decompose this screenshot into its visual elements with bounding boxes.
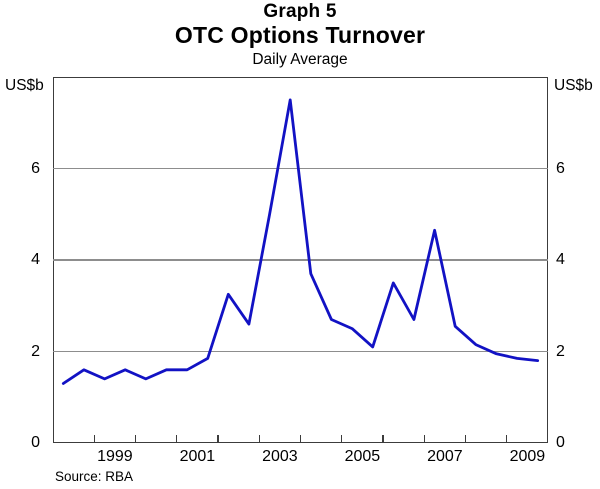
x-axis-tick (464, 434, 467, 442)
y-axis-tick-label-right: 0 (556, 434, 565, 451)
y-gridline (53, 167, 548, 170)
turnover-line (61, 98, 540, 385)
y-axis-tick-label-left: 2 (31, 342, 40, 360)
y-axis-unit-right: US$b (554, 77, 593, 94)
y-axis-tick-label-left: 4 (31, 251, 40, 268)
x-axis-year-label: 2007 (427, 448, 463, 465)
y-axis-tick-label-right: 6 (556, 159, 565, 177)
y-gridline (53, 259, 548, 261)
x-axis-tick (299, 434, 302, 442)
x-axis-tick (134, 434, 137, 442)
source-note: Source: RBA (55, 469, 134, 484)
x-axis-tick (176, 434, 178, 442)
graph-title: OTC Options Turnover (174, 22, 426, 48)
x-axis-tick (341, 434, 343, 442)
y-gridline (53, 350, 548, 353)
graph-number: Graph 5 (263, 1, 337, 22)
x-axis-year-label: 2009 (509, 448, 546, 465)
x-axis-year-label: 1999 (97, 448, 133, 465)
graph-subtitle: Daily Average (252, 51, 348, 68)
x-axis-year-label: 2001 (179, 448, 216, 465)
x-axis-tick (217, 434, 219, 442)
x-axis-tick (258, 434, 260, 442)
x-axis-year-label: 2003 (262, 448, 298, 465)
y-axis-tick-label-left: 0 (31, 434, 40, 451)
x-axis-tick (93, 434, 95, 442)
y-axis-tick-label-left: 6 (31, 159, 40, 177)
y-axis-tick-label-right: 2 (556, 342, 565, 360)
x-axis-tick (382, 434, 384, 442)
x-axis-tick (506, 434, 508, 442)
x-axis-tick (423, 434, 425, 442)
y-axis-tick-label-right: 4 (556, 251, 565, 268)
x-axis-year-label: 2005 (344, 448, 381, 465)
y-axis-unit-left: US$b (5, 77, 44, 94)
